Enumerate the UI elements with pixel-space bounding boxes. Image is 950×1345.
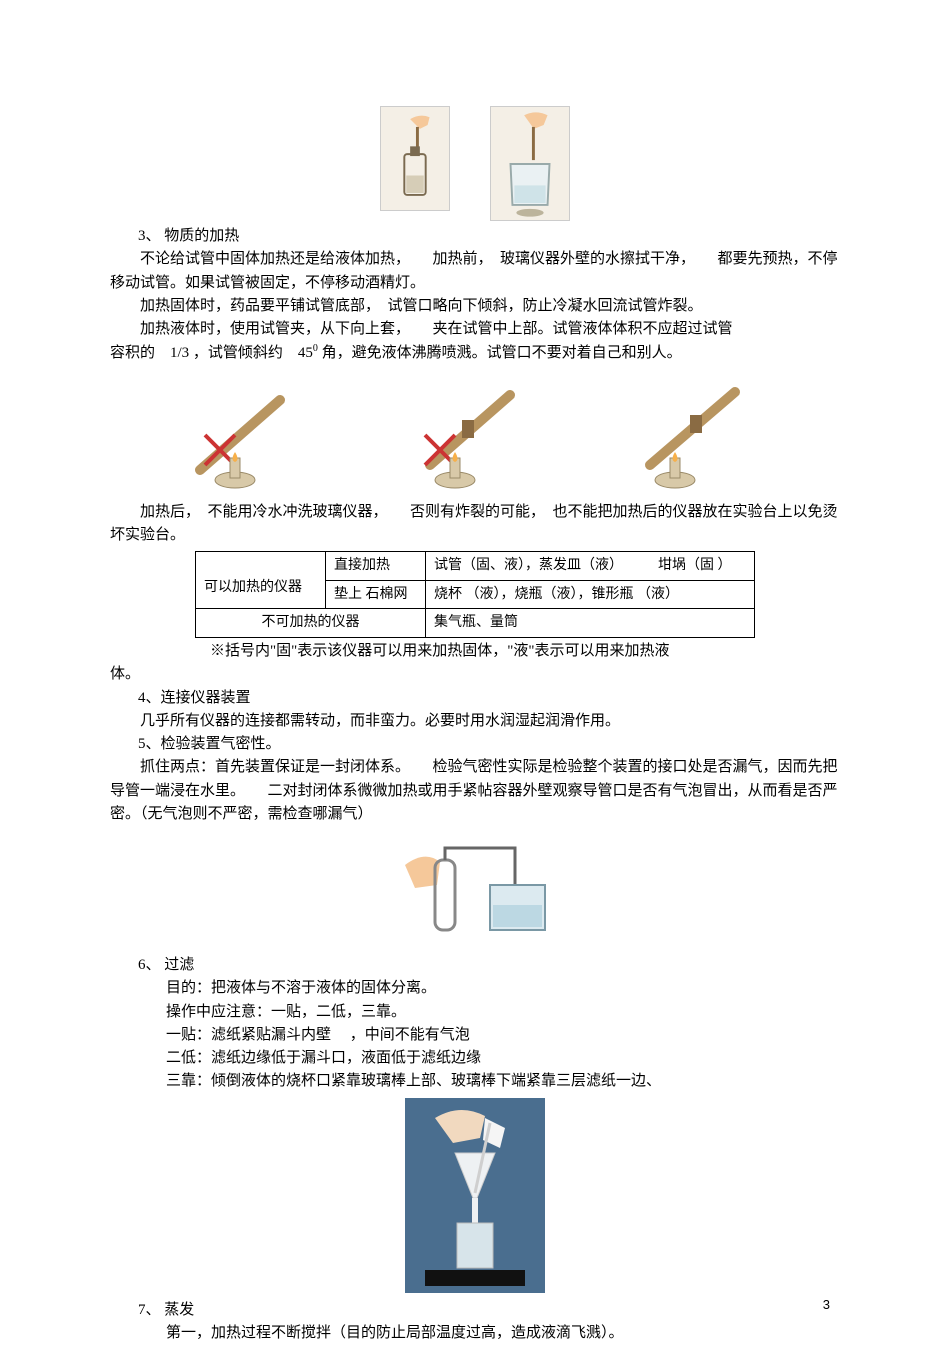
t-r2c2: 垫上 石棉网 bbox=[326, 580, 426, 609]
t-r3c2: 集气瓶、量筒 bbox=[426, 609, 755, 638]
t-r1c1: 可以加热的仪器 bbox=[196, 552, 326, 609]
t-r1c2: 直接加热 bbox=[326, 552, 426, 581]
t-r3c1: 不可加热的仪器 bbox=[196, 609, 426, 638]
heating-diagram-1 bbox=[180, 370, 330, 495]
section-3-title: 3、 物质的加热 bbox=[110, 225, 840, 248]
s4-p1: 几乎所有仪器的连接都需转动，而非蛮力。必要时用水润湿起润滑作用。 bbox=[110, 710, 840, 733]
s3-p1: 不论给试管中固体加热还是给液体加热， 加热前， 玻璃仪器外壁的水擦拭干净， 都要… bbox=[110, 248, 840, 295]
top-figure-row bbox=[110, 106, 840, 221]
section-7-title: 7、 蒸发 bbox=[110, 1299, 840, 1322]
section-6-title: 6、 过滤 bbox=[110, 954, 840, 977]
s3-p3b-post: 角，避免液体沸腾喷溅。试管口不要对着自己和别人。 bbox=[318, 345, 682, 361]
figure-dropper-beaker bbox=[490, 106, 570, 221]
table-note-tail: 体。 bbox=[110, 663, 840, 686]
s6-p4: 二低：滤纸边缘低于漏斗口，液面低于滤纸边缘 bbox=[110, 1047, 840, 1070]
s3-num: 3、 物质的加热 bbox=[138, 228, 239, 244]
s6-p5: 三靠：倾倒液体的烧杯口紧靠玻璃棒上部、玻璃棒下端紧靠三层滤纸一边、 bbox=[110, 1070, 840, 1093]
s3-p4: 加热后， 不能用冷水冲洗玻璃仪器， 否则有炸裂的可能， 也不能把加热后的仪器放在… bbox=[110, 501, 840, 548]
figure-dropper-bottle bbox=[380, 106, 450, 211]
t-r1c3: 试管（固、液），蒸发皿（液） 坩埚（固 ） bbox=[426, 552, 755, 581]
airtight-figure bbox=[385, 830, 565, 950]
t-r2c3: 烧杯 （液），烧瓶（液），锥形瓶 （液） bbox=[426, 580, 755, 609]
s3-p3b-pre: 容积的 1/3 ，试管倾斜约 45 bbox=[110, 345, 313, 361]
heating-diagram-3 bbox=[620, 370, 770, 495]
s3-p3a: 加热液体时，使用试管夹，从下向上套， 夹在试管中上部。试管液体体积不应超过试管 bbox=[110, 318, 840, 341]
s6-p1: 目的：把液体与不溶于液体的固体分离。 bbox=[110, 977, 840, 1000]
s3-p3b: 容积的 1/3 ，试管倾斜约 450 角，避免液体沸腾喷溅。试管口不要对着自己和… bbox=[110, 341, 840, 365]
section-4-title: 4、连接仪器装置 bbox=[110, 687, 840, 710]
page-number: 3 bbox=[823, 1295, 830, 1315]
s6-p2: 操作中应注意：一贴，二低，三靠。 bbox=[110, 1001, 840, 1024]
filter-figure-wrap bbox=[110, 1098, 840, 1293]
s7-p1: 第一，加热过程不断搅拌（目的防止局部温度过高，造成液滴飞溅）。 bbox=[110, 1322, 840, 1345]
table-note: ※括号内"固"表示该仪器可以用来加热固体，"液"表示可以用来加热液 bbox=[110, 640, 840, 663]
filter-figure bbox=[405, 1098, 545, 1293]
airtight-figure-wrap bbox=[110, 830, 840, 950]
heating-apparatus-table: 可以加热的仪器 直接加热 试管（固、液），蒸发皿（液） 坩埚（固 ） 垫上 石棉… bbox=[195, 551, 755, 638]
section-5-title: 5、检验装置气密性。 bbox=[110, 733, 840, 756]
heating-diagram-2 bbox=[400, 370, 550, 495]
s6-p3: 一贴：滤纸紧贴漏斗内壁 ，中间不能有气泡 bbox=[110, 1024, 840, 1047]
s3-p2: 加热固体时，药品要平铺试管底部， 试管口略向下倾斜，防止冷凝水回流试管炸裂。 bbox=[110, 295, 840, 318]
s5-p1: 抓住两点：首先装置保证是一封闭体系。 检验气密性实际是检验整个装置的接口处是否漏… bbox=[110, 756, 840, 826]
heating-diagrams-row bbox=[110, 370, 840, 495]
